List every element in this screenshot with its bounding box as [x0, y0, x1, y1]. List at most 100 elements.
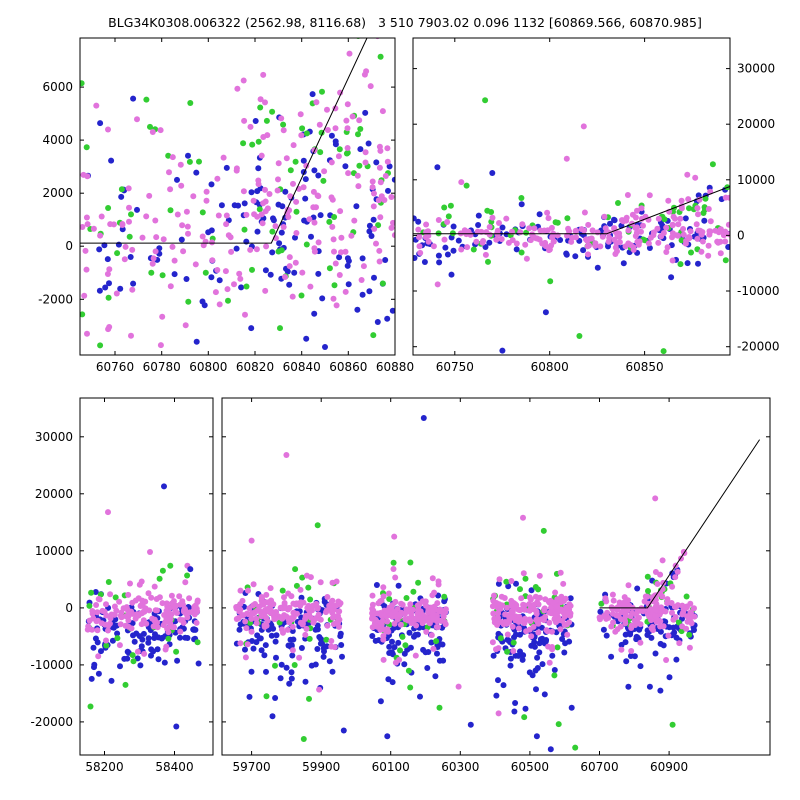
y-tick-label: 10000 [35, 544, 73, 558]
scatter-point [490, 652, 497, 659]
scatter-point [498, 593, 505, 600]
scatter-point [625, 602, 632, 609]
y-tick-label: 4000 [42, 133, 73, 147]
scatter-point [263, 243, 270, 250]
scatter-point [283, 664, 290, 671]
scatter-point [292, 259, 299, 266]
scatter-point [541, 607, 548, 614]
scatter-point [290, 636, 297, 643]
scatter-point [616, 239, 623, 246]
y-tick-label: -10000 [737, 284, 780, 298]
scatter-point [209, 239, 215, 246]
scatter-point [545, 215, 552, 222]
scatter-point [289, 623, 296, 630]
scatter-point [258, 594, 265, 600]
scatter-point [209, 257, 216, 264]
scatter-point [332, 138, 339, 145]
scatter-point [344, 145, 351, 151]
scatter-point [302, 613, 309, 619]
scatter-point [293, 198, 300, 205]
scatter-point [243, 238, 250, 245]
scatter-point [640, 608, 647, 615]
scatter-point [625, 683, 632, 690]
scatter-point [684, 260, 691, 267]
scatter-point [110, 624, 117, 631]
scatter-point [106, 324, 113, 330]
scatter-point [242, 654, 249, 661]
scatter-point [504, 604, 510, 611]
scatter-point [159, 313, 166, 320]
scatter-point [80, 311, 86, 318]
scatter-point [96, 246, 103, 253]
scatter-point [246, 693, 253, 700]
scatter-point [119, 221, 126, 227]
scatter-point [177, 634, 183, 641]
scatter-point [486, 224, 493, 230]
scatter-point [693, 221, 700, 228]
scatter-point [257, 104, 264, 111]
scatter-point [513, 246, 520, 253]
scatter-point [321, 648, 327, 655]
scatter-point [522, 705, 529, 712]
scatter-point [612, 628, 619, 635]
scatter-point [115, 241, 122, 248]
scatter-point [278, 115, 285, 122]
scatter-point [180, 601, 186, 608]
scatter-point [657, 623, 664, 630]
scatter-point [111, 603, 118, 610]
scatter-point [399, 633, 406, 640]
scatter-point [671, 603, 678, 610]
scatter-point [496, 576, 503, 583]
scatter-point [83, 266, 90, 273]
scatter-point-outlier [269, 713, 276, 720]
scatter-point [308, 233, 314, 240]
scatter-point [243, 211, 250, 218]
scatter-point [149, 129, 156, 135]
scatter-point [105, 205, 112, 211]
scatter-point-outlier [572, 744, 579, 751]
scatter-point [438, 608, 445, 615]
scatter-point [160, 622, 167, 629]
scatter-point [692, 174, 699, 181]
scatter-point [81, 292, 88, 299]
scatter-point [482, 244, 489, 250]
scatter-point [609, 605, 616, 612]
scatter-point [321, 168, 328, 175]
scatter-point [277, 675, 284, 682]
scatter-point [436, 259, 443, 266]
scatter-point [669, 222, 676, 229]
scatter-point [422, 234, 429, 241]
scatter-point [526, 601, 533, 608]
scatter-point [241, 226, 248, 233]
scatter-point [143, 96, 150, 103]
scatter-point [152, 631, 158, 638]
scatter-point-outlier [580, 123, 587, 130]
scatter-point [707, 218, 714, 225]
scatter-point [317, 149, 324, 156]
scatter-point [423, 221, 430, 228]
scatter-point-outlier [340, 727, 347, 734]
scatter-point [500, 682, 507, 689]
scatter-point [216, 277, 223, 284]
scatter-point [646, 683, 653, 690]
scatter-point [285, 214, 292, 220]
scatter-point [214, 175, 221, 182]
scatter-point [673, 656, 680, 663]
scatter-point [245, 587, 251, 594]
scatter-point [138, 621, 145, 628]
scatter-point [366, 222, 373, 229]
scatter-point [184, 572, 191, 579]
scatter-point [324, 622, 331, 629]
scatter-point-outlier [391, 533, 398, 540]
scatter-point [546, 619, 553, 626]
scatter-point [176, 593, 183, 600]
scatter-point [358, 277, 365, 283]
scatter-point [142, 598, 149, 605]
scatter-point [184, 614, 191, 621]
scatter-point [265, 607, 272, 614]
scatter-point [275, 176, 281, 183]
scatter-point [138, 643, 145, 650]
scatter-point [646, 192, 653, 199]
scatter-point [151, 583, 158, 590]
scatter-point [522, 241, 529, 248]
